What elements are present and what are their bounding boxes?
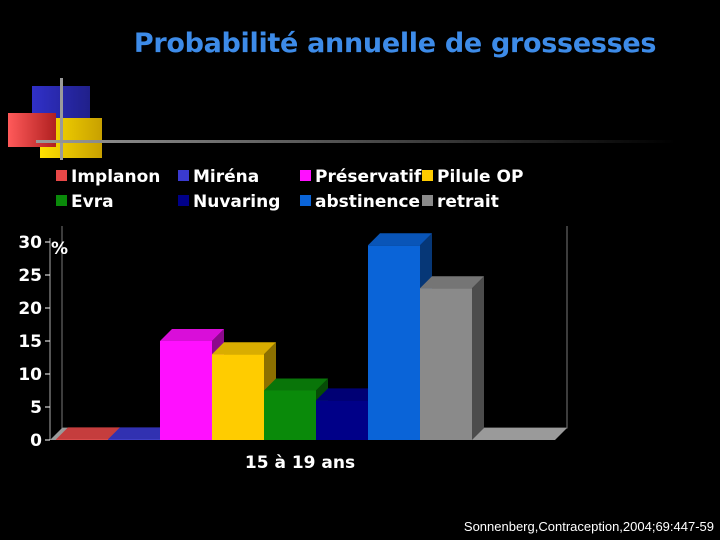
vertical-rule [60,78,63,160]
y-axis-unit: % [51,239,68,259]
legend-swatch-3 [422,170,433,181]
bar-front-2 [160,341,212,440]
legend-swatch-5 [178,195,189,206]
y-tick-label-0: 0 [30,431,42,451]
bar-front-7 [420,288,472,440]
bar-chart: Implanon Miréna Préservatif Pilule OP Evra Nu… [18,167,568,473]
bar-front-5 [316,400,368,440]
bar-front-3 [212,354,264,440]
legend-label-2: Préservatif [315,167,422,187]
plot-area: 0 5 10 15 20 25 30 % 15 à 19 ans [18,226,568,473]
bar-top-0 [56,427,120,440]
bar-top-5 [316,388,380,401]
y-tick-label-3: 15 [18,332,42,352]
legend-label-6: abstinence [315,192,420,212]
legend-swatch-7 [422,195,433,206]
legend-label-0: Implanon [71,167,160,187]
x-category-label: 15 à 19 ans [245,453,355,473]
bar-retrait [420,276,484,440]
legend-label-7: retrait [437,192,499,212]
bar-top-7 [420,276,484,289]
legend-label-4: Evra [71,192,114,212]
decorative-squares [8,78,676,160]
bar-top-2 [160,329,224,341]
legend-label-3: Pilule OP [437,167,523,187]
bar-side-7 [472,276,484,440]
y-tick-label-4: 20 [18,299,42,319]
legend-swatch-4 [56,195,67,206]
horizontal-rule [36,140,676,143]
legend-swatch-0 [56,170,67,181]
legend-swatch-2 [300,170,311,181]
bar-front-6 [368,245,420,440]
slide-title: Probabilité annuelle de grossesses [133,28,657,59]
chart-legend: Implanon Miréna Préservatif Pilule OP Evra Nu… [56,167,523,212]
y-tick-label-6: 30 [18,233,42,253]
legend-label-5: Nuvaring [193,192,280,212]
bar-top-4 [264,378,328,391]
legend-swatch-6 [300,195,311,206]
bar-front-0 [56,439,108,440]
bar-top-3 [212,342,276,355]
y-tick-label-1: 5 [30,398,42,418]
legend-label-1: Miréna [193,167,259,187]
bar-front-1 [108,439,160,440]
y-tick-label-5: 25 [18,266,42,286]
y-tick-label-2: 10 [18,365,42,385]
bar-top-1 [108,427,172,440]
bar-front-4 [264,390,316,440]
legend-swatch-1 [178,170,189,181]
source-citation: Sonnenberg,Contraception,2004;69:447-59 [463,519,714,534]
bar-top-6 [368,233,432,246]
